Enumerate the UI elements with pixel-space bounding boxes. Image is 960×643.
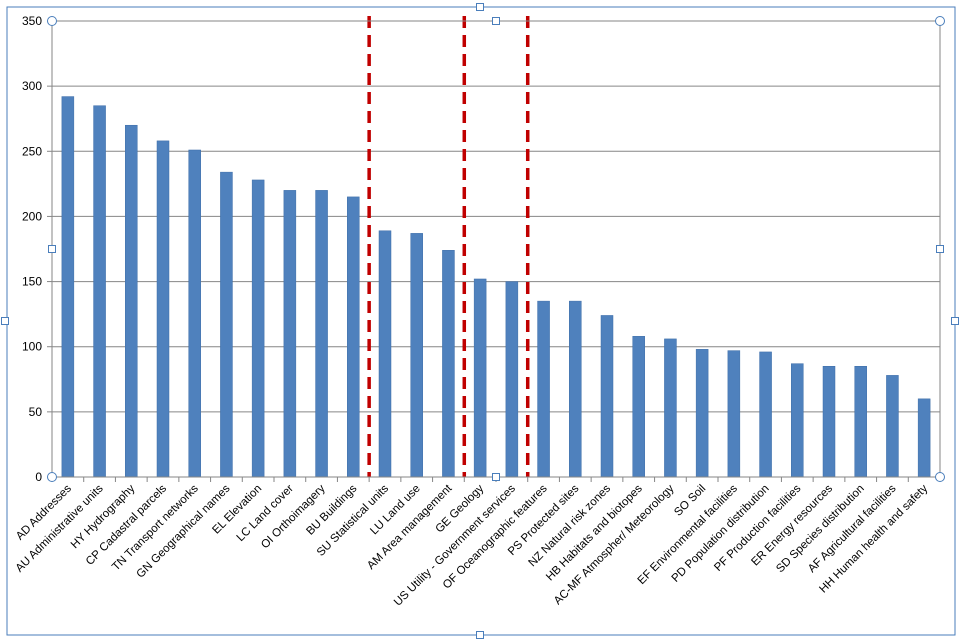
y-tick-label: 300 (22, 79, 42, 93)
bar (315, 190, 328, 478)
chart-resize-handle[interactable] (1, 317, 9, 325)
plot-resize-handle[interactable] (492, 17, 500, 25)
bar (347, 196, 360, 478)
plot-resize-handle[interactable] (47, 472, 57, 482)
plot-resize-handle[interactable] (492, 473, 500, 481)
bar (156, 140, 170, 478)
bar (537, 300, 550, 478)
plot-resize-handle[interactable] (936, 245, 944, 253)
y-tick-label: 250 (22, 144, 42, 158)
bar (93, 105, 106, 478)
bar (854, 366, 867, 478)
y-axis-tick-labels: 0 50 100 150 200 250 300 350 (22, 14, 42, 484)
y-tick-label: 150 (22, 275, 42, 289)
chart-resize-handle[interactable] (951, 317, 959, 325)
bar (220, 171, 233, 478)
bar (727, 350, 741, 478)
bar (569, 300, 582, 478)
plot-resize-handle[interactable] (935, 472, 945, 482)
y-tick-label: 50 (29, 405, 43, 419)
bar (125, 124, 138, 478)
bar (791, 363, 804, 478)
bar (442, 250, 455, 478)
chart-resize-handle[interactable] (476, 3, 484, 11)
y-tick-label: 350 (22, 14, 42, 28)
bar (632, 336, 645, 478)
bar (695, 349, 709, 478)
bar (251, 179, 265, 478)
bar (505, 281, 519, 478)
bar (759, 351, 772, 478)
bars (61, 96, 931, 478)
bar (188, 149, 201, 478)
chart-resize-handle[interactable] (476, 631, 484, 639)
bar (886, 375, 899, 478)
bar (664, 338, 677, 478)
bar (378, 230, 392, 478)
bar (600, 315, 614, 478)
bar (283, 190, 297, 478)
plot-resize-handle[interactable] (47, 16, 57, 26)
plot-resize-handle[interactable] (935, 16, 945, 26)
plot-resize-handle[interactable] (48, 245, 56, 253)
selection-frame[interactable] (1, 3, 959, 639)
separator-lines (367, 16, 530, 477)
bar (473, 278, 487, 478)
bar (61, 96, 75, 478)
bar (822, 366, 836, 478)
y-tick-label: 100 (22, 340, 42, 354)
bar (410, 233, 423, 478)
bar (917, 398, 931, 478)
y-tick-label: 0 (35, 470, 42, 484)
y-tick-label: 200 (22, 209, 42, 223)
